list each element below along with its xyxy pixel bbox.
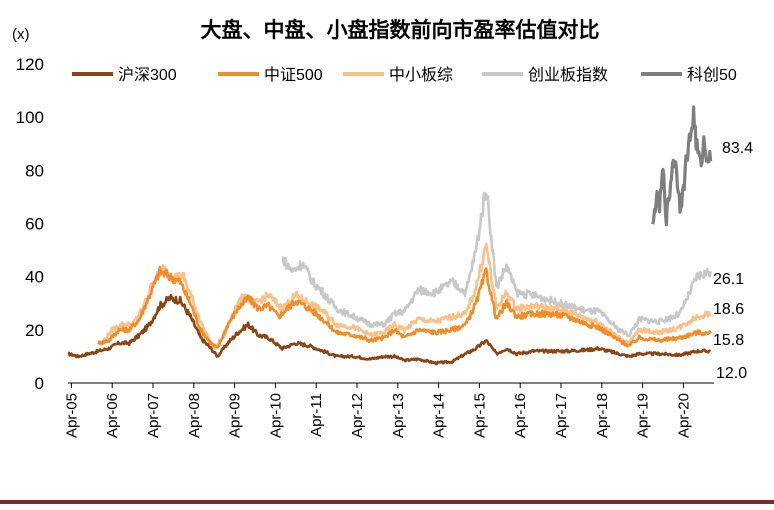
y-tick-label-0: 0	[35, 374, 44, 393]
x-tick-label-2: Apr-07	[145, 393, 162, 438]
series-lines	[67, 105, 713, 366]
end-label-3: 26.1	[713, 271, 744, 288]
x-tick-label-11: Apr-16	[512, 393, 529, 438]
legend-label-3: 创业板指数	[528, 66, 608, 84]
legend-label-4: 科创50	[687, 66, 737, 84]
series-line-0	[67, 294, 712, 366]
unit-label: (x)	[12, 26, 30, 43]
legend-label-0: 沪深300	[118, 66, 177, 84]
legend: 沪深300 中证500 中小板综 创业板指数 科创50	[72, 66, 737, 84]
end-label-0: 12.0	[716, 365, 747, 382]
x-tick-label-8: Apr-13	[390, 393, 407, 438]
chart-title: 大盘、中盘、小盘指数前向市盈率估值对比	[201, 18, 600, 42]
x-axis: Apr-05 Apr-06 Apr-07 Apr-08 Apr-09 Apr-10 Apr-…	[63, 382, 714, 438]
y-tick-label-3: 60	[25, 215, 44, 234]
end-label-1: 15.8	[713, 332, 744, 349]
y-tick-label-4: 80	[25, 161, 44, 180]
y-tick-label-1: 20	[25, 321, 44, 340]
end-labels: 12.0 15.8 18.6 26.1 83.4	[713, 140, 753, 382]
end-label-4: 83.4	[722, 140, 753, 157]
x-tick-label-14: Apr-19	[635, 393, 652, 438]
x-tick-label-12: Apr-17	[553, 393, 570, 438]
series-line-4	[651, 105, 713, 227]
series-line-2	[100, 242, 712, 351]
y-axis-ticks: 0 20 40 60 80 100 120	[16, 55, 44, 393]
x-tick-label-0: Apr-05	[63, 393, 80, 438]
series-line-1	[97, 265, 712, 349]
x-tick-label-1: Apr-06	[104, 393, 121, 438]
series-line-3	[281, 191, 712, 338]
x-tick-label-5: Apr-10	[267, 393, 284, 438]
legend-label-1: 中证500	[264, 66, 323, 84]
y-tick-label-5: 100	[16, 108, 44, 127]
x-tick-label-7: Apr-12	[349, 393, 366, 438]
end-label-2: 18.6	[713, 301, 744, 318]
x-tick-label-3: Apr-08	[186, 393, 203, 438]
x-tick-label-9: Apr-14	[431, 393, 448, 438]
x-tick-label-15: Apr-20	[675, 393, 692, 438]
x-tick-label-13: Apr-18	[594, 393, 611, 438]
y-tick-label-2: 40	[25, 268, 44, 287]
y-tick-label-6: 120	[16, 55, 44, 74]
x-tick-label-10: Apr-15	[471, 393, 488, 438]
x-tick-label-4: Apr-09	[227, 393, 244, 438]
x-tick-label-6: Apr-11	[308, 393, 325, 437]
bottom-rule	[0, 500, 774, 504]
legend-label-2: 中小板综	[389, 66, 453, 84]
